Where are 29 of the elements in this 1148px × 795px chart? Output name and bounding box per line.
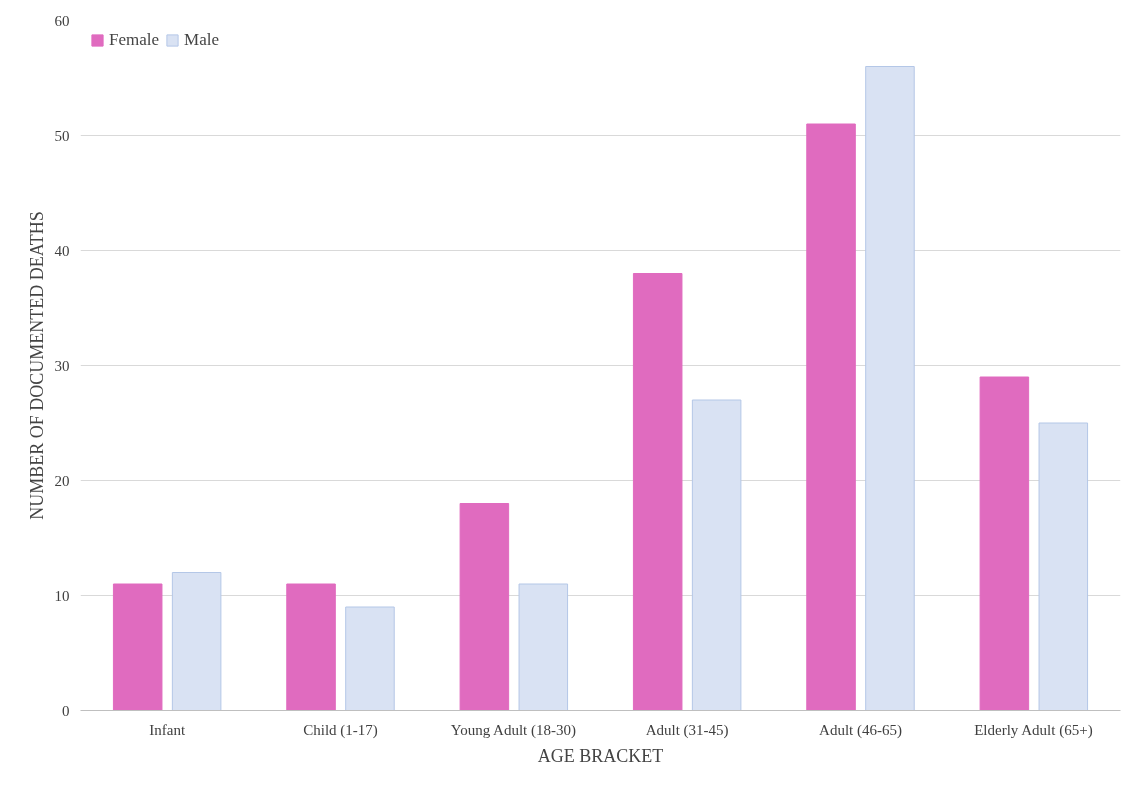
bar	[865, 66, 915, 711]
bar	[806, 123, 856, 711]
x-tick-label: Adult (31-45)	[645, 721, 729, 739]
bar	[632, 273, 683, 711]
legend-label: Male	[184, 30, 219, 50]
bar	[459, 503, 510, 711]
y-tick-label: 50	[54, 127, 70, 144]
y-axis-title: NUMBER OF DOCUMENTED DEATHS	[26, 211, 47, 520]
bar	[518, 583, 569, 711]
bar	[112, 583, 163, 711]
y-tick-label: 0	[62, 702, 70, 719]
bar	[286, 583, 336, 711]
x-tick-label: Adult (46-65)	[819, 721, 902, 739]
y-tick-label: 20	[54, 472, 70, 489]
bar	[171, 572, 222, 711]
bar	[691, 399, 742, 711]
y-tick-label: 60	[54, 12, 70, 29]
x-tick-label: Child (1-17)	[303, 721, 378, 739]
x-tick-label: Infant	[149, 721, 186, 738]
bar	[979, 376, 1030, 711]
bar	[345, 606, 395, 711]
x-tick-label: Elderly Adult (65+)	[974, 721, 1093, 739]
y-tick-label: 10	[54, 587, 70, 604]
bar	[1038, 422, 1089, 711]
y-tick-label: 30	[54, 357, 70, 374]
y-tick-label: 40	[54, 242, 70, 259]
x-tick-label: Young Adult (18-30)	[450, 721, 576, 739]
x-axis-title: AGE BRACKET	[537, 745, 664, 766]
legend-label: Female	[109, 30, 160, 50]
